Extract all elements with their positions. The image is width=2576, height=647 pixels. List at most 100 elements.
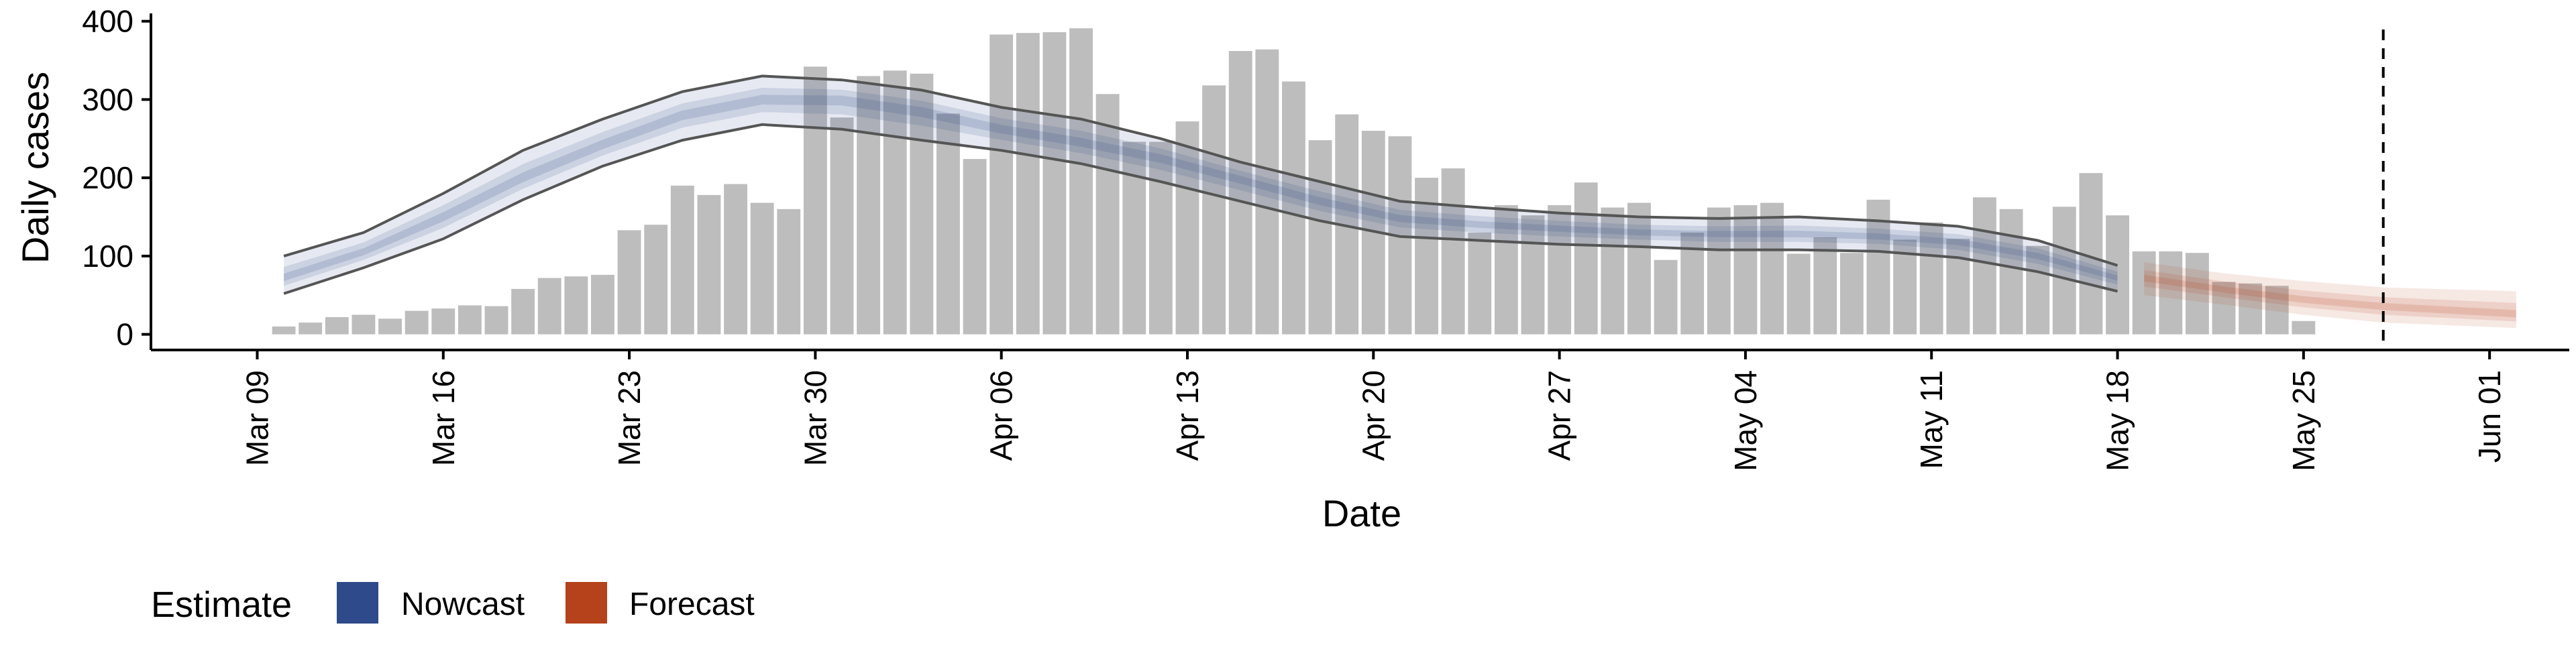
case-bar — [325, 316, 349, 335]
legend-label-forecast: Forecast — [629, 587, 755, 622]
x-tick-label: May 11 — [1914, 370, 1949, 469]
legend-swatch-nowcast — [337, 582, 378, 624]
x-tick-label: Jun 01 — [2472, 370, 2507, 463]
x-tick-label: May 25 — [2286, 370, 2321, 471]
case-bar — [1415, 178, 1438, 335]
case-bar — [963, 159, 987, 335]
case-bar — [1175, 121, 1199, 335]
case-bar — [1308, 140, 1332, 335]
case-bar — [1148, 141, 1173, 335]
case-bar — [1601, 207, 1625, 335]
case-bar — [1521, 215, 1545, 335]
case-bar — [1441, 168, 1465, 335]
legend-swatch-forecast — [566, 582, 607, 624]
legend: Estimate Nowcast Forecast — [151, 582, 755, 625]
case-bar — [2132, 251, 2156, 335]
forecast-band-90 — [2144, 262, 2516, 329]
case-bar — [378, 318, 402, 335]
case-bar — [2052, 207, 2076, 335]
case-bar — [1282, 81, 1305, 335]
case-bar — [1707, 207, 1731, 335]
nowcast-lower-line — [283, 123, 2118, 295]
case-bar — [2185, 253, 2209, 335]
case-bar — [1733, 205, 1758, 335]
forecast-band-50 — [2144, 270, 2516, 322]
axes-layer: 0 100 200 300 400 Mar 09 Mar 16 Mar 23 Mar 30 Apr… — [82, 4, 2569, 471]
case-bar — [2239, 283, 2263, 335]
case-bar — [883, 70, 907, 335]
nowcast-band-20 — [284, 95, 2118, 282]
case-bar — [1973, 197, 1996, 335]
y-tick-label: 300 — [82, 82, 133, 117]
case-bar — [803, 66, 827, 335]
case-bar — [644, 225, 668, 335]
x-tick-label: Apr 20 — [1356, 370, 1391, 461]
case-bar — [1255, 49, 1279, 335]
y-tick-label: 400 — [82, 4, 133, 39]
x-tick-label: Mar 23 — [612, 370, 647, 466]
y-tick-label: 0 — [116, 317, 133, 352]
case-bar — [1946, 239, 1970, 335]
case-bar — [777, 209, 801, 335]
case-bar — [1813, 237, 1837, 335]
case-bar — [591, 274, 614, 335]
case-bar — [1760, 202, 1784, 335]
nowcast-upper-line — [283, 74, 2118, 267]
case-bar — [1095, 94, 1120, 335]
case-bar — [857, 76, 881, 335]
case-bar — [537, 278, 561, 335]
case-bar — [1228, 51, 1252, 335]
nowcast-band-50 — [284, 87, 2118, 286]
case-bar — [1016, 33, 1040, 335]
case-bar — [2106, 215, 2129, 335]
case-bar — [431, 308, 455, 335]
case-bar — [458, 305, 482, 335]
case-bar — [352, 314, 376, 335]
case-bar — [1893, 239, 1917, 335]
case-bar — [1468, 232, 1492, 335]
x-tick-label: Mar 16 — [426, 370, 461, 466]
case-bar — [2292, 320, 2316, 335]
case-bar — [272, 326, 296, 335]
y-tick-label: 100 — [82, 239, 133, 274]
case-bar — [1494, 205, 1518, 335]
case-bar — [830, 117, 854, 335]
case-bar — [1574, 182, 1598, 335]
case-bar — [511, 288, 535, 335]
case-bar — [484, 306, 508, 335]
y-tick-label: 200 — [82, 160, 133, 195]
case-bar — [405, 310, 429, 335]
forecast-band-20 — [2144, 274, 2516, 318]
case-bar — [1839, 253, 1864, 335]
x-tick-label: Apr 13 — [1170, 370, 1205, 461]
case-bar — [1654, 259, 1678, 335]
case-bar — [750, 202, 774, 335]
case-bar — [910, 73, 934, 335]
case-bar — [2265, 286, 2289, 335]
case-bar — [299, 322, 323, 335]
legend-label-nowcast: Nowcast — [401, 587, 525, 622]
case-bar — [1042, 32, 1067, 335]
case-bar — [1069, 28, 1093, 335]
case-bar — [1202, 85, 1226, 335]
x-tick-label: May 18 — [2100, 370, 2135, 471]
nowcast-band-90 — [284, 76, 2118, 294]
case-bar — [670, 185, 694, 335]
case-bar — [1999, 209, 2023, 335]
x-tick-label: Apr 27 — [1542, 370, 1577, 461]
x-axis-title: Date — [1322, 492, 1401, 534]
case-bar — [1627, 202, 1651, 335]
bands-layer — [283, 74, 2516, 329]
case-bar — [1548, 205, 1572, 335]
case-bar — [697, 194, 721, 335]
case-bar — [1786, 253, 1811, 335]
case-bar — [2026, 245, 2050, 335]
case-bar — [936, 113, 960, 335]
x-tick-label: Mar 09 — [240, 370, 275, 466]
x-tick-label: Mar 30 — [798, 370, 833, 466]
x-tick-label: May 04 — [1728, 370, 1763, 471]
case-bar — [2212, 282, 2236, 335]
case-bar — [2159, 251, 2183, 335]
